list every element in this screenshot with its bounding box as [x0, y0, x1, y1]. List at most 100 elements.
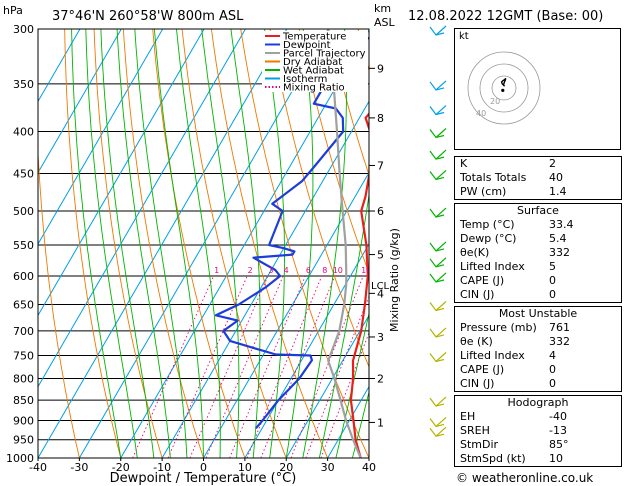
row-label: Dewp (°C)	[460, 232, 517, 245]
wet-adiabat	[85, 29, 138, 458]
pressure-tick-label: 900	[13, 414, 34, 427]
isotherm	[38, 29, 246, 388]
wet-adiabat	[134, 29, 188, 458]
hodograph-ring	[467, 51, 541, 125]
indices-table: K 2 Totals Totals 40 PW (cm) 1.4	[454, 156, 622, 200]
row-value: 0	[549, 288, 556, 301]
surface-title: Surface	[517, 204, 559, 217]
mixing-ratio-label: 2	[248, 266, 253, 275]
table-row: SREH -13	[455, 424, 621, 438]
legend-entry: Mixing Ratio	[283, 83, 345, 94]
most-unstable-table: Most Unstable Pressure (mb) 761 θe (K) 332 L…	[454, 306, 622, 392]
km-tick-label: 1	[377, 416, 384, 429]
table-row: Totals Totals 40	[455, 171, 621, 185]
dry-adiabat	[93, 29, 163, 458]
pressure-tick-label: 500	[13, 205, 34, 218]
row-value: 0	[549, 363, 556, 376]
wet-adiabat	[264, 29, 285, 458]
row-label: Lifted Index	[460, 349, 525, 362]
row-value: -40	[549, 410, 567, 423]
row-value: 0	[549, 274, 556, 287]
wet-adiabat	[335, 311, 369, 458]
hodograph-table: Hodograph EH -40 SREH -13 StmDir 85° StmSpd (k…	[454, 395, 622, 467]
dry-adiabat	[122, 29, 204, 458]
mixing-ratio-label: 20	[375, 266, 385, 275]
wet-adiabat	[230, 29, 261, 458]
x-tick-label: 0	[200, 461, 207, 474]
table-row: EH -40	[455, 410, 621, 424]
km-tick-label: 2	[377, 372, 384, 385]
wet-adiabat	[176, 29, 221, 458]
location-title: 37°46'N 260°58'W 800m ASL	[52, 9, 244, 24]
wind-barb	[435, 417, 447, 427]
row-label: SREH	[460, 424, 490, 437]
isotherm	[38, 29, 122, 174]
wet-adiabat	[71, 29, 122, 458]
isotherm	[38, 29, 81, 103]
dry-adiabat	[38, 143, 80, 458]
x-tick-label: 10	[238, 461, 252, 474]
mixing-ratio-line	[290, 275, 364, 458]
pressure-tick-label: 750	[13, 349, 34, 362]
parcel-trajectory-line	[327, 29, 362, 458]
pressure-tick-label: 450	[13, 167, 34, 180]
surface-table: Surface Temp (°C) 33.4 Dewp (°C) 5.4 θe(K) 33…	[454, 203, 622, 303]
mixing-ratio-line	[320, 331, 369, 458]
x-tick-label: 40	[362, 461, 376, 474]
row-label: EH	[460, 410, 476, 423]
km-tick-label: 3	[377, 331, 384, 344]
table-row: θe (K) 332	[455, 335, 621, 349]
hodograph-ring	[491, 75, 517, 101]
wind-barb	[435, 426, 447, 437]
row-value: 4	[549, 349, 556, 362]
km-tick-label: 5	[377, 249, 384, 262]
pressure-tick-label: 600	[13, 270, 34, 283]
x-tick-label: -10	[153, 461, 171, 474]
isotherm	[285, 314, 369, 458]
wind-barb	[435, 327, 447, 338]
wind-barb	[435, 207, 447, 218]
table-row: CAPE (J) 0	[455, 274, 621, 288]
wet-adiabat	[302, 29, 347, 458]
wind-barb	[435, 241, 447, 252]
mixing-ratio-line	[189, 275, 269, 458]
row-value: 33.4	[549, 218, 574, 231]
pressure-tick-label: 350	[13, 78, 34, 91]
mixing-ratio-label: 4	[284, 266, 289, 275]
pressure-tick-label: 700	[13, 325, 34, 338]
wind-barb	[435, 25, 447, 36]
table-row: Lifted Index 4	[455, 349, 621, 363]
hodograph-ring-label: 20	[490, 97, 500, 106]
mixing-ratio-line	[205, 275, 284, 458]
wind-barb	[435, 128, 447, 138]
row-label: θe(K)	[460, 246, 490, 259]
x-axis-label: Dewpoint / Temperature (°C)	[110, 471, 297, 486]
legend-entry: Dry Adiabat	[283, 57, 342, 68]
row-label: CAPE (J)	[460, 274, 505, 287]
dry-adiabat	[328, 29, 369, 177]
pressure-tick-label: 650	[13, 299, 34, 312]
row-label: θe (K)	[460, 335, 493, 348]
mixing-ratio-line	[246, 275, 323, 458]
pressure-tick-label: 800	[13, 372, 34, 385]
row-label: K	[460, 157, 468, 170]
wind-barb	[435, 396, 447, 407]
row-label: CAPE (J)	[460, 363, 505, 376]
row-label: Temp (°C)	[460, 218, 515, 231]
pressure-tick-label: 550	[13, 239, 34, 252]
dry-adiabat	[152, 29, 246, 458]
credit-text: © weatheronline.co.uk	[456, 471, 594, 485]
wind-barb	[435, 272, 447, 283]
most-unstable-title: Most Unstable	[498, 307, 578, 320]
table-row: CIN (J) 0	[455, 377, 621, 391]
isotherm	[161, 100, 369, 458]
hodograph-ring-label: 40	[476, 109, 486, 118]
dry-adiabat	[240, 29, 369, 458]
row-value: 332	[549, 246, 570, 259]
isotherm	[38, 29, 288, 458]
x-tick-label: -40	[29, 461, 47, 474]
legend-entry: Isotherm	[283, 74, 327, 85]
row-value: 40	[549, 171, 563, 184]
